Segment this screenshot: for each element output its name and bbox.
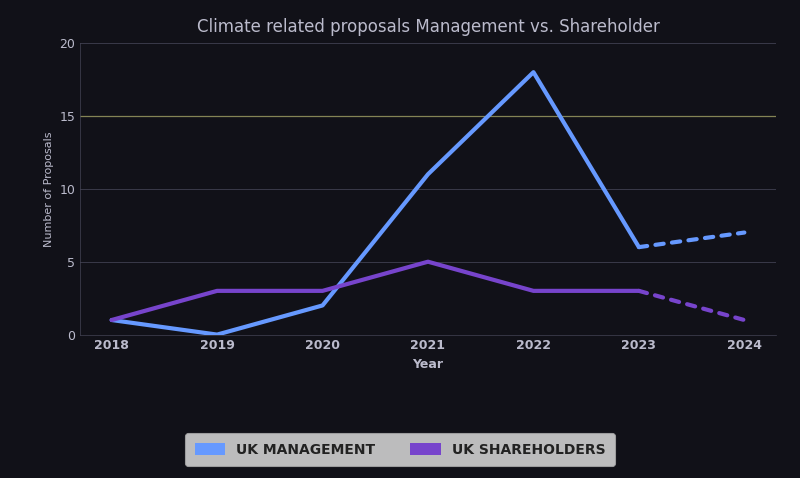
Title: Climate related proposals Management vs. Shareholder: Climate related proposals Management vs.… bbox=[197, 18, 659, 36]
Y-axis label: Number of Proposals: Number of Proposals bbox=[44, 131, 54, 247]
Legend: UK MANAGEMENT, UK SHAREHOLDERS: UK MANAGEMENT, UK SHAREHOLDERS bbox=[185, 433, 615, 466]
X-axis label: Year: Year bbox=[413, 358, 443, 371]
